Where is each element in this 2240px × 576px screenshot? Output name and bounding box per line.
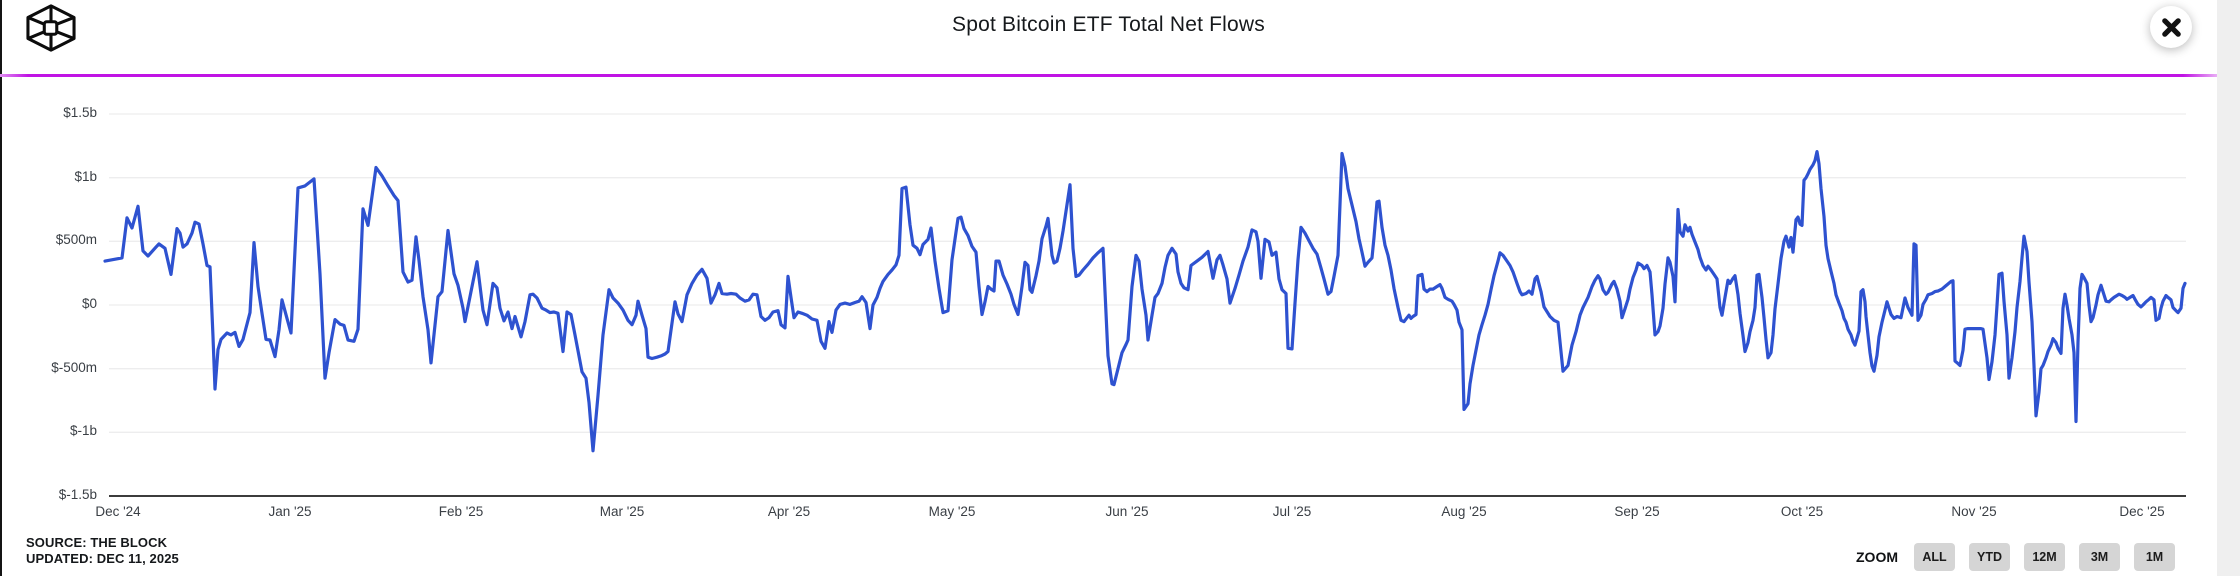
x-tick-label: Apr '25 [767, 504, 811, 519]
x-tick-label: Jan '25 [268, 504, 312, 519]
left-edge-border [0, 0, 2, 576]
y-tick-label: $-500m [51, 359, 97, 375]
zoom-label: ZOOM [1856, 549, 1898, 565]
y-tick-label: $0 [81, 296, 97, 311]
zoom-3m-button[interactable]: 3M [2079, 543, 2120, 571]
y-tick-label: $-1b [69, 423, 97, 439]
zoom-12m-button[interactable]: 12M [2024, 543, 2065, 571]
x-tick-label: Sep '25 [1614, 504, 1660, 519]
source-line: SOURCE: THE BLOCK [26, 535, 168, 550]
page-background-gutter [2217, 0, 2240, 576]
page-title: Spot Bitcoin ETF Total Net Flows [952, 13, 1265, 36]
close-button[interactable] [2150, 6, 2192, 48]
zoom-controls: ZOOM ALL YTD 12M 3M 1M [1856, 543, 2175, 571]
x-tick-label: Mar '25 [599, 504, 645, 519]
zoom-all-button[interactable]: ALL [1914, 543, 1955, 571]
x-tick-label: Dec '25 [2119, 504, 2165, 519]
zoom-ytd-button[interactable]: YTD [1969, 543, 2010, 571]
y-tick-label: $1b [74, 168, 97, 184]
x-tick-label: Oct '25 [1780, 504, 1824, 519]
chart-plot-area[interactable] [109, 110, 2186, 498]
x-tick-label: Dec '24 [95, 504, 141, 519]
y-tick-label: $500m [55, 232, 97, 248]
the-block-cube-icon [26, 4, 76, 52]
source-attribution: SOURCE: THE BLOCK UPDATED: DEC 11, 2025 [26, 535, 179, 567]
x-tick-label: Jun '25 [1105, 504, 1149, 519]
y-tick-label: $-1.5b [58, 486, 97, 502]
zoom-1m-button[interactable]: 1M [2134, 543, 2175, 571]
x-tick-label: Feb '25 [438, 504, 484, 519]
close-icon [2161, 17, 2181, 37]
y-tick-label: $1.5b [63, 105, 97, 120]
x-tick-label: Jul '25 [1272, 504, 1312, 519]
updated-line: UPDATED: DEC 11, 2025 [26, 551, 179, 566]
the-block-logo[interactable] [24, 4, 78, 57]
x-tick-label: Aug '25 [1441, 504, 1487, 519]
x-tick-label: Nov '25 [1951, 504, 1997, 519]
x-tick-label: May '25 [928, 504, 976, 519]
magenta-divider [0, 74, 2217, 77]
